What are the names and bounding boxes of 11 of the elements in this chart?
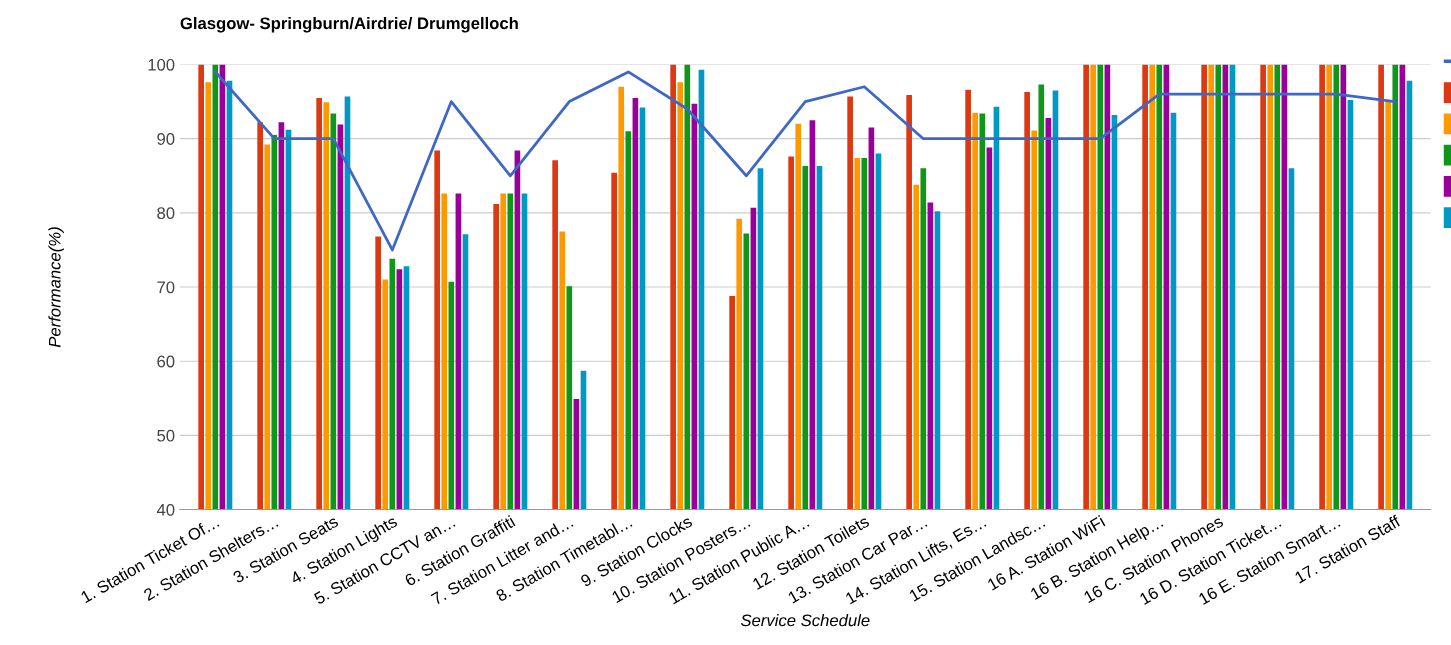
y-tick-label: 90 [157, 133, 175, 145]
y-tick-label: 100 [148, 58, 175, 71]
y-tick-label: 50 [157, 429, 175, 442]
y-axis-title: Performance(%) [48, 227, 64, 348]
line-series [213, 70, 1397, 252]
y-tick-label: 80 [157, 207, 175, 220]
y-tick-label: 60 [157, 355, 175, 368]
x-axis-title: Service Schedule [740, 614, 870, 627]
chart-title: Glasgow- Springburn/Airdrie/ Drumgelloch [180, 16, 518, 33]
y-tick-label: 40 [156, 503, 175, 516]
y-tick-label: 70 [157, 281, 175, 294]
